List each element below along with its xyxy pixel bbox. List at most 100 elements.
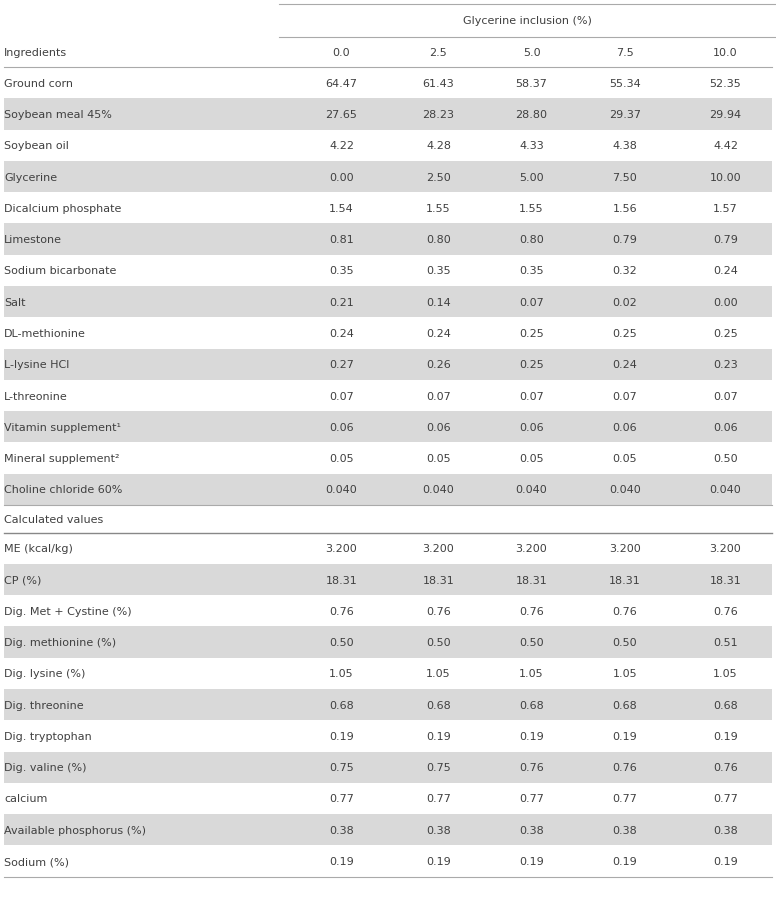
Text: 0.68: 0.68 (329, 700, 354, 709)
Text: 0.19: 0.19 (329, 857, 354, 866)
Text: 4.42: 4.42 (713, 142, 738, 151)
Text: 0.02: 0.02 (612, 298, 637, 307)
Text: 64.47: 64.47 (325, 79, 358, 88)
Bar (4, 349, 772, 380)
Text: 0.77: 0.77 (612, 794, 637, 803)
Text: 0.23: 0.23 (713, 360, 738, 369)
Text: 10.0: 10.0 (713, 48, 738, 58)
Text: Sodium (%): Sodium (%) (4, 857, 69, 866)
Bar (4, 443, 772, 474)
Text: 0.040: 0.040 (516, 485, 547, 494)
Text: 10.00: 10.00 (710, 173, 741, 182)
Text: 0.38: 0.38 (612, 825, 637, 834)
Text: 55.34: 55.34 (609, 79, 640, 88)
Text: DL-methionine: DL-methionine (4, 329, 86, 338)
Text: 0.38: 0.38 (329, 825, 354, 834)
Text: 0.06: 0.06 (612, 423, 637, 432)
Text: Sodium bicarbonate: Sodium bicarbonate (4, 267, 116, 276)
Text: 0.0: 0.0 (333, 48, 350, 58)
Text: calcium: calcium (4, 794, 47, 803)
Bar (4, 380, 772, 412)
Bar (4, 474, 772, 505)
Text: 29.37: 29.37 (608, 110, 641, 119)
Text: 28.23: 28.23 (422, 110, 455, 119)
Text: Soybean meal 45%: Soybean meal 45% (4, 110, 112, 119)
Text: 0.19: 0.19 (612, 857, 637, 866)
Text: 0.76: 0.76 (713, 607, 738, 616)
Text: 18.31: 18.31 (423, 575, 454, 584)
Text: 0.05: 0.05 (426, 454, 451, 463)
Text: 0.76: 0.76 (519, 763, 544, 772)
Text: 0.50: 0.50 (426, 638, 451, 647)
Text: 0.19: 0.19 (713, 857, 738, 866)
Text: 1.05: 1.05 (612, 669, 637, 678)
Text: 0.19: 0.19 (426, 732, 451, 741)
Bar (4, 412, 772, 443)
Text: Glycerine inclusion (%): Glycerine inclusion (%) (463, 17, 592, 26)
Text: Choline chloride 60%: Choline chloride 60% (4, 485, 123, 494)
Bar (4, 627, 772, 658)
Text: 0.75: 0.75 (426, 763, 451, 772)
Text: 0.35: 0.35 (426, 267, 451, 276)
Text: 1.05: 1.05 (426, 669, 451, 678)
Text: Mineral supplement²: Mineral supplement² (4, 454, 120, 463)
Text: 18.31: 18.31 (516, 575, 547, 584)
Text: Dig. threonine: Dig. threonine (4, 700, 84, 709)
Text: 0.35: 0.35 (519, 267, 544, 276)
Bar (4, 533, 772, 564)
Text: 1.05: 1.05 (329, 669, 354, 678)
Text: 0.80: 0.80 (519, 235, 544, 244)
Text: 3.200: 3.200 (609, 544, 640, 553)
Text: 0.68: 0.68 (612, 700, 637, 709)
Text: 1.55: 1.55 (519, 204, 544, 213)
Bar (4, 68, 772, 99)
Text: 0.50: 0.50 (329, 638, 354, 647)
Text: 1.54: 1.54 (329, 204, 354, 213)
Text: 5.0: 5.0 (523, 48, 540, 58)
Text: Dig. lysine (%): Dig. lysine (%) (4, 669, 85, 678)
Text: 0.76: 0.76 (426, 607, 451, 616)
Text: 3.200: 3.200 (516, 544, 547, 553)
Text: 0.77: 0.77 (519, 794, 544, 803)
Text: Dig. tryptophan: Dig. tryptophan (4, 732, 92, 741)
Text: 2.5: 2.5 (430, 48, 447, 58)
Text: Vitamin supplement¹: Vitamin supplement¹ (4, 423, 121, 432)
Bar (4, 287, 772, 318)
Text: 0.75: 0.75 (329, 763, 354, 772)
Bar (4, 845, 772, 877)
Bar (4, 752, 772, 783)
Text: 0.24: 0.24 (713, 267, 738, 276)
Text: 0.06: 0.06 (329, 423, 354, 432)
Text: Ingredients: Ingredients (4, 48, 67, 58)
Text: 0.76: 0.76 (612, 607, 637, 616)
Text: 0.77: 0.77 (713, 794, 738, 803)
Text: 4.22: 4.22 (329, 142, 354, 151)
Text: Available phosphorus (%): Available phosphorus (%) (4, 825, 146, 834)
Text: Ground corn: Ground corn (4, 79, 73, 88)
Text: ME (kcal/kg): ME (kcal/kg) (4, 544, 73, 553)
Text: 0.24: 0.24 (426, 329, 451, 338)
Text: 4.33: 4.33 (519, 142, 544, 151)
Text: 0.05: 0.05 (519, 454, 544, 463)
Text: 0.50: 0.50 (713, 454, 738, 463)
Text: 0.76: 0.76 (713, 763, 738, 772)
Text: 0.76: 0.76 (612, 763, 637, 772)
Text: Dig. methionine (%): Dig. methionine (%) (4, 638, 116, 647)
Text: 3.200: 3.200 (423, 544, 454, 553)
Text: 61.43: 61.43 (423, 79, 454, 88)
Text: 0.27: 0.27 (329, 360, 354, 369)
Text: 0.38: 0.38 (426, 825, 451, 834)
Text: Dig. valine (%): Dig. valine (%) (4, 763, 86, 772)
Text: 0.26: 0.26 (426, 360, 451, 369)
Text: Glycerine: Glycerine (4, 173, 57, 182)
Text: L-lysine HCl: L-lysine HCl (4, 360, 69, 369)
Text: 4.28: 4.28 (426, 142, 451, 151)
Text: 0.77: 0.77 (426, 794, 451, 803)
Text: 1.56: 1.56 (612, 204, 637, 213)
Text: 0.14: 0.14 (426, 298, 451, 307)
Text: Salt: Salt (4, 298, 26, 307)
Text: 0.79: 0.79 (612, 235, 637, 244)
Text: 0.06: 0.06 (519, 423, 544, 432)
Text: 0.07: 0.07 (329, 391, 354, 401)
Text: 0.19: 0.19 (713, 732, 738, 741)
